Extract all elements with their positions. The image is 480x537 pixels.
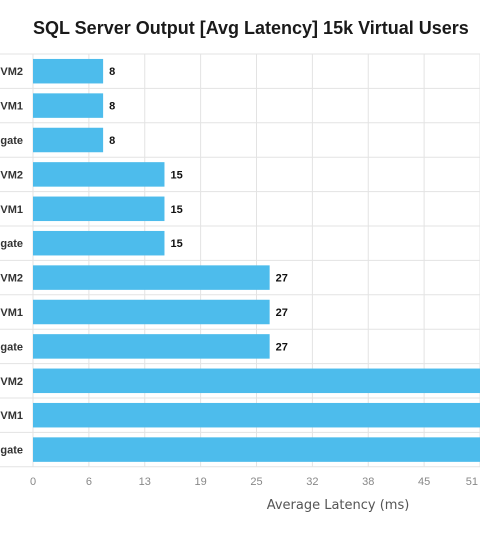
- bar: [33, 58, 104, 84]
- bar-value-label: 27: [276, 307, 288, 319]
- x-tick-labels: 0 6 13 19 25 32 38 45 51: [30, 476, 478, 488]
- bar: [33, 127, 104, 153]
- bar: [33, 265, 270, 290]
- bar: [33, 299, 270, 325]
- bar: [33, 437, 480, 462]
- x-tick-label: 19: [195, 476, 207, 488]
- bar: [33, 368, 480, 394]
- value-labels: 8 8 8 15 15 15 27 27 27: [109, 66, 288, 353]
- bar: [33, 196, 165, 222]
- category-label: gate: [0, 341, 23, 353]
- x-tick-label: 45: [418, 476, 430, 488]
- bar-value-label: 27: [276, 273, 288, 285]
- category-label: gate: [0, 238, 23, 250]
- x-tick-label: 38: [362, 476, 374, 488]
- bar-value-label: 15: [170, 204, 182, 216]
- x-tick-label: 6: [86, 476, 92, 488]
- bars: [33, 58, 480, 462]
- bar-value-label: 27: [276, 341, 288, 353]
- category-label: VM1: [0, 101, 23, 113]
- category-labels: VM2 VM1 gate VM2 VM1 gate VM2 VM1 gate VM2 VM1 gate: [0, 66, 23, 456]
- category-label: gate: [0, 135, 23, 147]
- bar-value-label: 8: [109, 66, 115, 78]
- x-tick-label: 13: [139, 476, 151, 488]
- category-label: VM2: [0, 66, 23, 78]
- bar-value-label: 8: [109, 101, 115, 113]
- category-label: VM1: [0, 204, 23, 216]
- bar: [33, 334, 270, 359]
- category-label: VM2: [0, 169, 23, 181]
- bar: [33, 93, 104, 118]
- x-tick-label: 0: [30, 476, 36, 488]
- x-axis-title: Average Latency (ms): [267, 498, 410, 513]
- bar-value-label: 15: [170, 238, 182, 250]
- bar-value-label: 15: [170, 169, 182, 181]
- category-label: VM2: [0, 376, 23, 388]
- grid-lines: [0, 53, 480, 468]
- x-tick-label: 32: [306, 476, 318, 488]
- category-label: VM1: [0, 410, 23, 422]
- bar-value-label: 8: [109, 135, 115, 147]
- chart-title: SQL Server Output [Avg Latency] 15k Virt…: [33, 18, 469, 38]
- category-label: VM1: [0, 307, 23, 319]
- bar: [33, 402, 480, 428]
- category-label: VM2: [0, 273, 23, 285]
- x-tick-label: 25: [250, 476, 262, 488]
- bar: [33, 162, 165, 187]
- category-label: gate: [0, 445, 23, 457]
- x-tick-label: 51: [466, 476, 478, 488]
- bar: [33, 230, 165, 256]
